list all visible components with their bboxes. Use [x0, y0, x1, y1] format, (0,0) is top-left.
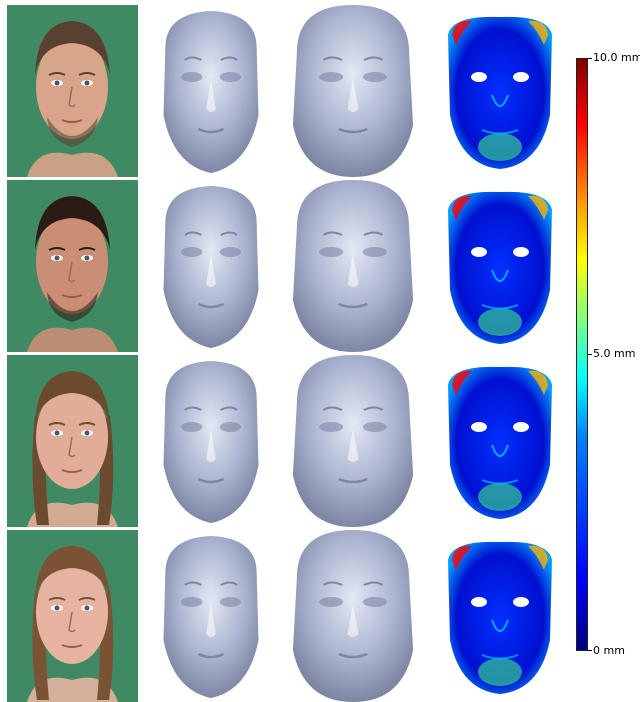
fitted-model-mesh: [282, 180, 424, 352]
colorbar-min-label: 0 mm: [593, 644, 625, 657]
input-photo: [7, 5, 138, 177]
figure-row: [0, 355, 570, 527]
fitted-model-mesh: [282, 530, 424, 702]
raw-scan-mesh: [148, 355, 274, 527]
error-heatmap: [432, 530, 568, 702]
input-photo: [7, 355, 138, 527]
error-colorbar: [576, 58, 588, 651]
raw-scan-mesh: [148, 180, 274, 352]
input-photo: [7, 180, 138, 352]
colorbar-tick-max: [588, 58, 592, 59]
raw-scan-mesh: [148, 5, 274, 177]
error-heatmap: [432, 180, 568, 352]
colorbar-mid-label: 5.0 mm: [593, 347, 636, 360]
error-heatmap: [432, 355, 568, 527]
colorbar-tick-min: [588, 650, 592, 651]
colorbar-max-label: 10.0 mm: [593, 51, 640, 64]
fitted-model-mesh: [282, 5, 424, 177]
fitted-model-mesh: [282, 355, 424, 527]
figure-row: [0, 180, 570, 352]
raw-scan-mesh: [148, 530, 274, 702]
error-heatmap: [432, 5, 568, 177]
figure-row: [0, 530, 570, 702]
figure-row: [0, 5, 570, 177]
input-photo: [7, 530, 138, 702]
colorbar-tick-mid: [588, 354, 592, 355]
